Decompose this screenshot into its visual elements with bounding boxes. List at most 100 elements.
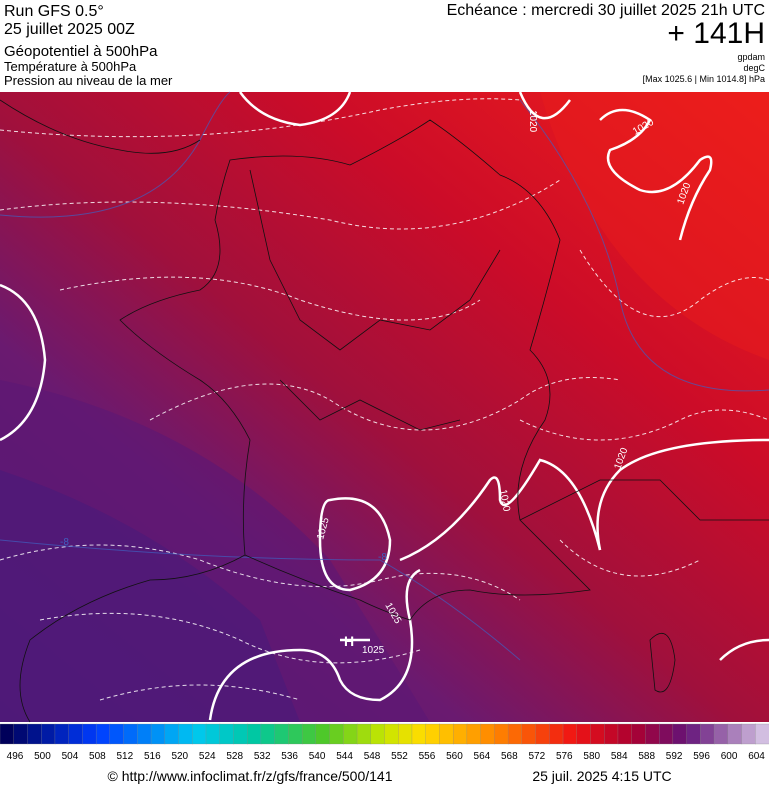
- colorbar-label: 504: [62, 751, 79, 762]
- isobar-label: 1020: [497, 489, 512, 513]
- colorbar-swatch: [178, 723, 193, 745]
- colorbar-swatch: [54, 723, 70, 745]
- colorbar-swatch: [604, 723, 619, 745]
- colorbar-label: 520: [171, 751, 188, 762]
- colorbar-label: 576: [556, 751, 573, 762]
- colorbar-swatch: [95, 723, 111, 745]
- temperature-zone: [0, 470, 300, 722]
- colorbar-swatch: [41, 723, 56, 745]
- run-date: 25 juillet 2025 00Z: [4, 21, 135, 38]
- colorbar-swatch: [700, 723, 715, 745]
- echeance: Echéance : mercredi 30 juillet 2025 21h …: [447, 2, 765, 19]
- colorbar-swatch: [233, 723, 248, 745]
- colorbar-label: 508: [89, 751, 106, 762]
- colorbar-label: 564: [474, 751, 491, 762]
- colorbar-swatch: [329, 723, 344, 745]
- colorbar-swatch: [260, 723, 276, 745]
- colorbar-label: 516: [144, 751, 161, 762]
- isobar-label: 1025: [362, 645, 385, 656]
- colorbar-swatch: [480, 723, 496, 745]
- colorbar-swatch: [343, 723, 358, 745]
- isohypse-label: -8: [60, 537, 69, 548]
- colorbar-swatch: [109, 723, 125, 745]
- isobar-label: 1020: [527, 110, 538, 133]
- colorbar-swatch: [507, 723, 523, 745]
- colorbar-swatch: [549, 723, 564, 745]
- isotherms: [0, 98, 769, 701]
- colorbar-swatch: [686, 723, 701, 745]
- colorbar-swatch: [755, 723, 769, 745]
- colorbar-swatch: [672, 723, 688, 745]
- colorbar-label: 604: [748, 751, 765, 762]
- colorbar-swatch: [123, 723, 138, 745]
- colorbar-label: 540: [309, 751, 326, 762]
- colorbar-swatch: [274, 723, 290, 745]
- forecast-hour: + 141H: [667, 17, 765, 50]
- colorbar-swatch: [301, 723, 317, 745]
- colorbar-swatch: [0, 723, 15, 745]
- colorbar-swatch: [617, 723, 633, 745]
- colorbar-swatch: [453, 723, 468, 745]
- colorbar-label: 572: [528, 751, 545, 762]
- colorbar-swatch: [398, 723, 413, 745]
- colorbar-swatch: [466, 723, 482, 745]
- colorbar-swatch: [645, 723, 660, 745]
- colorbar-swatch: [576, 723, 592, 745]
- footer-source: © http://www.infoclimat.fr/z/gfs/france/…: [108, 768, 393, 784]
- colorbar-label: 536: [281, 751, 298, 762]
- colorbar-label: 548: [364, 751, 381, 762]
- field-label: Température à 500hPa: [4, 59, 137, 74]
- colorbar-label: 556: [419, 751, 436, 762]
- map: [0, 91, 769, 723]
- colorbar-label: 528: [226, 751, 243, 762]
- colorbar-label: 544: [336, 751, 353, 762]
- colorbar-swatch: [82, 723, 97, 745]
- run-title: Run GFS 0.5°: [4, 3, 104, 20]
- colorbar-swatch: [150, 723, 166, 745]
- colorbar-swatch: [205, 723, 221, 745]
- colorbar-swatch: [384, 723, 399, 745]
- colorbar-label: 524: [199, 751, 216, 762]
- isohypses: [0, 91, 769, 661]
- field-label: Pression au niveau de la mer: [4, 73, 173, 88]
- colorbar-swatch: [164, 723, 180, 745]
- footer-timestamp: 25 juil. 2025 4:15 UTC: [532, 768, 671, 784]
- colorbar-swatch: [713, 723, 729, 745]
- colorbar-label: 568: [501, 751, 518, 762]
- colorbar-swatch: [494, 723, 509, 745]
- colorbar-label: 584: [611, 751, 628, 762]
- colorbar-swatch: [288, 723, 303, 745]
- colorbar-swatch: [219, 723, 235, 745]
- colorbar-label: 580: [583, 751, 600, 762]
- colorbar-swatch: [590, 723, 605, 745]
- colorbar-swatch: [27, 723, 42, 745]
- borders: [0, 99, 769, 723]
- colorbar-swatch: [535, 723, 550, 745]
- colorbar-label: 496: [7, 751, 24, 762]
- colorbar-swatch: [727, 723, 743, 745]
- high-pressure-marker: H: [344, 633, 354, 649]
- field-label: Géopotentiel à 500hPa: [4, 43, 158, 60]
- colorbar-label: 592: [666, 751, 683, 762]
- colorbar-swatch: [741, 723, 756, 745]
- colorbar-label: 552: [391, 751, 408, 762]
- colorbar-label: 596: [693, 751, 710, 762]
- colorbar-swatch: [68, 723, 84, 745]
- colorbar-swatch: [411, 723, 427, 745]
- colorbar-label: 512: [117, 751, 134, 762]
- colorbar-swatch: [425, 723, 441, 745]
- colorbar-label: 500: [34, 751, 51, 762]
- pressure-range: [Max 1025.6 | Min 1014.8] hPa: [643, 74, 765, 84]
- colorbar-swatch: [370, 723, 386, 745]
- unit-label: gpdam: [737, 52, 765, 62]
- unit-label: degC: [743, 63, 765, 73]
- colorbar-swatch: [439, 723, 454, 745]
- colorbar: 496 500 504 508 512 516 520 524 528 532 536 540 544 5…: [0, 723, 769, 762]
- colorbar-label: 600: [721, 751, 738, 762]
- colorbar-swatch: [658, 723, 674, 745]
- colorbar-swatch: [315, 723, 331, 745]
- colorbar-swatch: [521, 723, 537, 745]
- isohypse-label: -8: [378, 552, 387, 563]
